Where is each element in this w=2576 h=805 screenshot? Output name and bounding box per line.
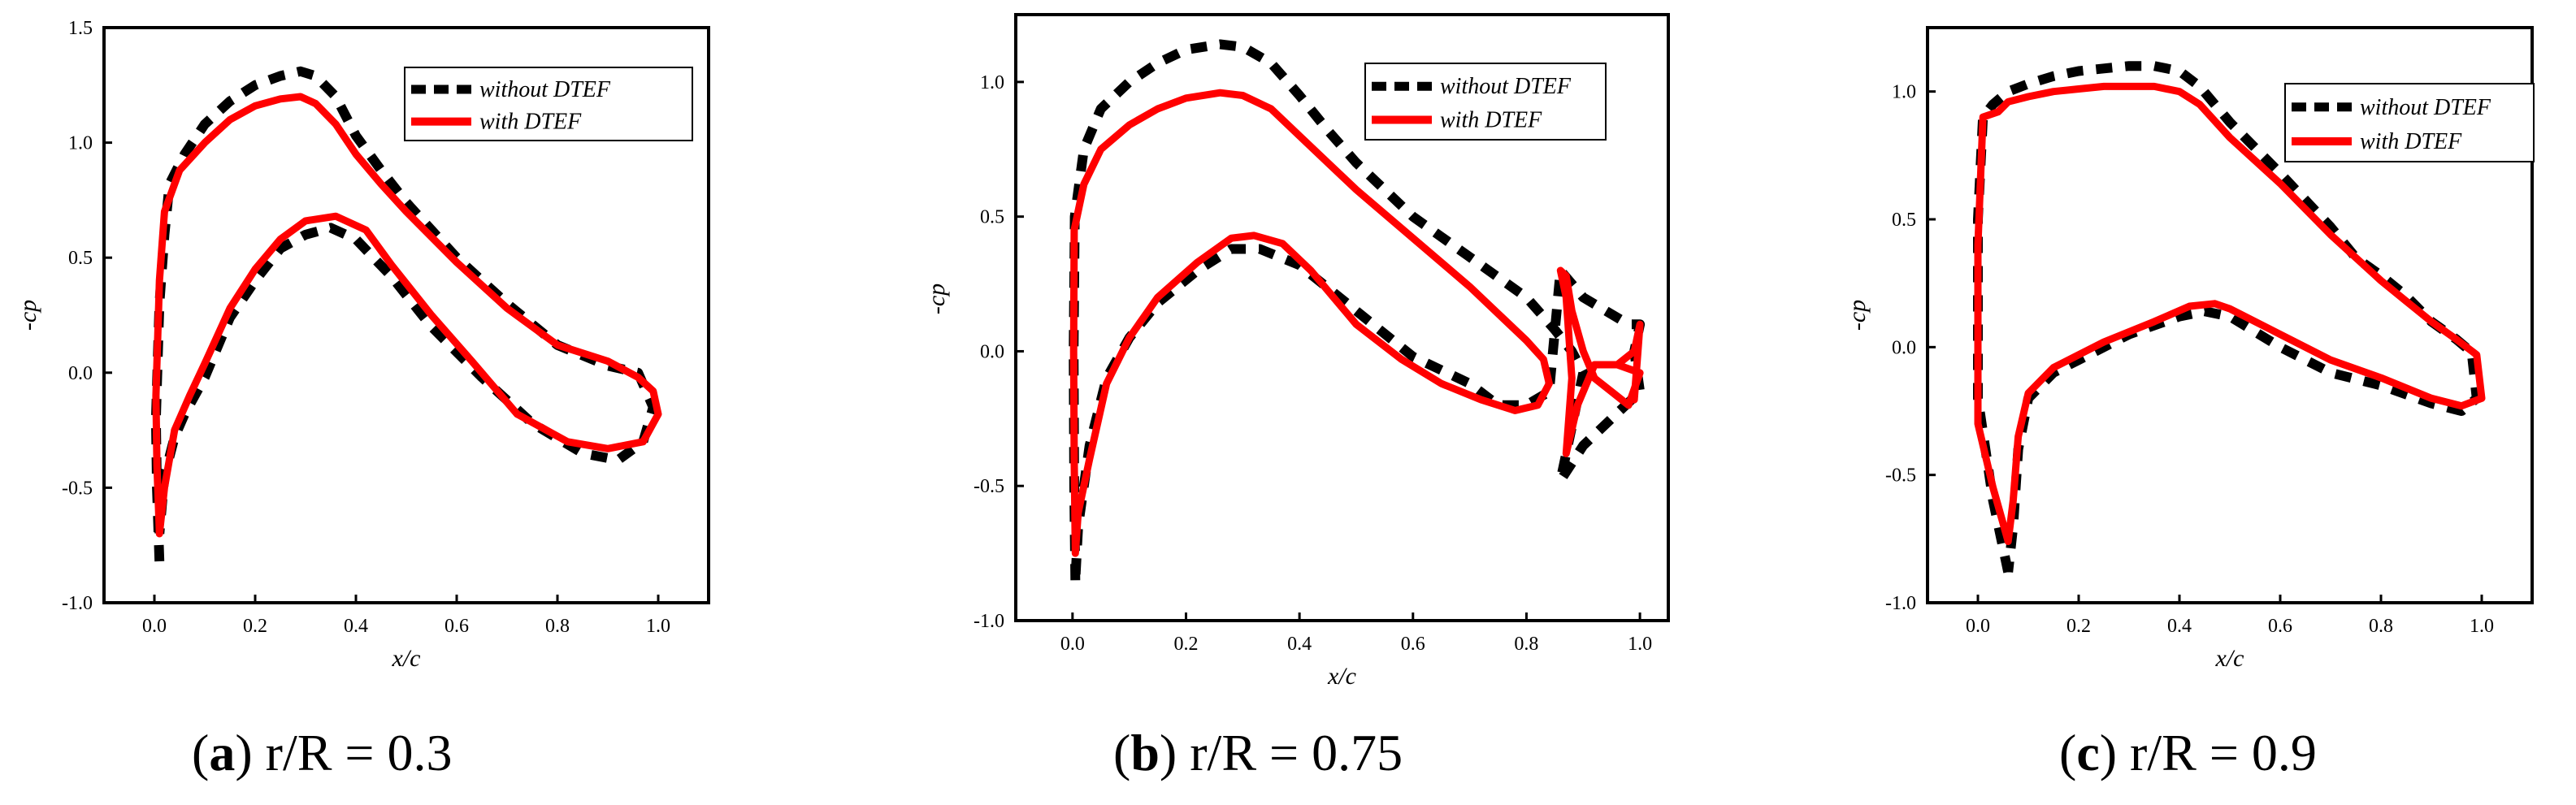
y-axis-label: -cp bbox=[1844, 300, 1871, 331]
series-line-without-dtef bbox=[150, 66, 658, 562]
caption-paren-close: ) bbox=[2100, 724, 2117, 781]
caption-panel-letter: c bbox=[2076, 724, 2099, 781]
caption-text: r/R = 0.75 bbox=[1177, 724, 1403, 781]
legend-label-with-dtef: with DTEF bbox=[2360, 129, 2462, 154]
legend-box bbox=[404, 67, 693, 141]
plot-frame bbox=[102, 26, 710, 604]
x-tick-label: 0.0 bbox=[1966, 616, 1990, 637]
panel-b: 0.0 0.2 0.4 0.6 0.8 1.0 -1.0 -0.5 0.0 0.5 1.0 x/c -c… bbox=[923, 13, 1670, 781]
x-tick-label: 0.0 bbox=[142, 616, 167, 637]
series-line-without-dtef bbox=[1069, 39, 1646, 581]
x-tick-label: 0.8 bbox=[2369, 616, 2393, 637]
panel-c: 0.0 0.2 0.4 0.6 0.8 1.0 -1.0 -0.5 0.0 0.5 1.0 x/c -c… bbox=[1844, 26, 2535, 781]
y-tick-label: -1.0 bbox=[974, 611, 1004, 632]
legend-box bbox=[1364, 63, 1607, 141]
legend-label-with-dtef: with DTEF bbox=[479, 110, 582, 135]
caption-paren-close: ) bbox=[235, 724, 252, 781]
y-tick-label: 0.0 bbox=[68, 363, 93, 384]
x-tick-label: 0.0 bbox=[1060, 634, 1085, 655]
x-tick-label: 0.2 bbox=[243, 616, 267, 637]
y-tick-label: -0.5 bbox=[1885, 465, 1916, 487]
x-axis-label: x/c bbox=[2215, 645, 2244, 672]
y-axis-label: -cp bbox=[15, 300, 41, 331]
x-tick-label: 0.4 bbox=[1287, 634, 1312, 655]
panel-a: 0.0 0.2 0.4 0.6 0.8 1.0 -1.0 -0.5 0.0 0.5 1.0 1.5 x/… bbox=[15, 18, 710, 781]
x-tick-label: 1.0 bbox=[646, 616, 670, 637]
plot-frame bbox=[1926, 26, 2534, 604]
panel-caption: (b) r/R = 0.75 bbox=[1113, 724, 1403, 781]
x-tick-label: 0.6 bbox=[1401, 634, 1425, 655]
y-tick-label: 0.0 bbox=[980, 341, 1004, 362]
caption-text: r/R = 0.9 bbox=[2117, 724, 2317, 781]
x-tick-label: 1.0 bbox=[1628, 634, 1652, 655]
x-tick-label: 1.0 bbox=[2470, 616, 2494, 637]
plot-frame bbox=[1014, 13, 1670, 622]
x-tick-label: 0.2 bbox=[2066, 616, 2091, 637]
x-tick-label: 0.6 bbox=[2268, 616, 2292, 637]
y-tick-label: -0.5 bbox=[62, 478, 93, 499]
x-tick-label: 0.6 bbox=[445, 616, 469, 637]
x-tick-label: 0.4 bbox=[344, 616, 368, 637]
y-tick-label: 0.5 bbox=[68, 248, 93, 269]
caption-panel-letter: a bbox=[209, 724, 235, 781]
series-line-with-dtef bbox=[152, 93, 662, 538]
x-axis-label: x/c bbox=[392, 645, 421, 672]
legend-label-with-dtef: with DTEF bbox=[1440, 108, 1542, 133]
caption-paren-open: ( bbox=[2059, 724, 2076, 781]
y-tick-label: 1.0 bbox=[68, 133, 93, 154]
x-tick-label: 0.4 bbox=[2167, 616, 2192, 637]
series-line-with-dtef bbox=[1613, 320, 1644, 404]
y-tick-label: 1.0 bbox=[980, 72, 1004, 93]
y-tick-label: 0.5 bbox=[980, 207, 1004, 228]
legend-label-without-dtef: without DTEF bbox=[479, 77, 611, 102]
panel-caption: (c) r/R = 0.9 bbox=[2059, 724, 2317, 781]
x-tick-label: 0.8 bbox=[1514, 634, 1538, 655]
y-tick-label: -0.5 bbox=[974, 476, 1004, 497]
y-tick-label: 0.0 bbox=[1892, 337, 1916, 358]
x-tick-label: 0.8 bbox=[545, 616, 570, 637]
caption-paren-close: ) bbox=[1160, 724, 1177, 781]
legend-label-without-dtef: without DTEF bbox=[2360, 95, 2491, 120]
series-line-with-dtef bbox=[1974, 82, 2486, 545]
x-tick-label: 0.2 bbox=[1173, 634, 1198, 655]
y-tick-label: 1.0 bbox=[1892, 82, 1916, 103]
x-axis-label: x/c bbox=[1327, 663, 1356, 690]
y-tick-label: -1.0 bbox=[1885, 593, 1916, 614]
caption-text: r/R = 0.3 bbox=[253, 724, 453, 781]
y-tick-label: -1.0 bbox=[62, 593, 93, 614]
y-axis-label: -cp bbox=[923, 283, 950, 314]
legend-label-without-dtef: without DTEF bbox=[1440, 74, 1572, 99]
series-line-with-dtef bbox=[1069, 89, 1553, 557]
caption-panel-letter: b bbox=[1130, 724, 1160, 781]
caption-paren-open: ( bbox=[1113, 724, 1130, 781]
panel-caption: (a) r/R = 0.3 bbox=[192, 724, 453, 781]
y-tick-label: 0.5 bbox=[1892, 210, 1916, 231]
caption-paren-open: ( bbox=[192, 724, 209, 781]
legend-box bbox=[2284, 83, 2535, 162]
y-tick-label: 1.5 bbox=[68, 18, 93, 39]
